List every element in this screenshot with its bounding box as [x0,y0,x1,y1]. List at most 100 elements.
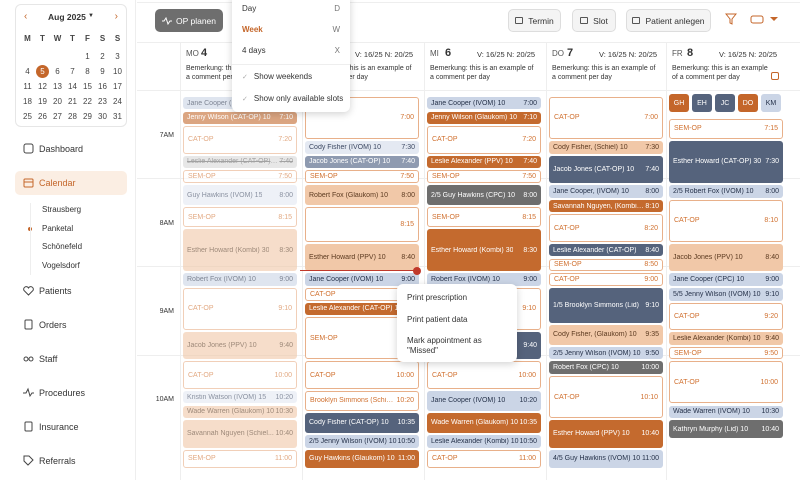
appointment[interactable]: SEM-OP 8:15 [427,207,541,228]
location[interactable]: Vogelsdorf [42,260,80,270]
appointment[interactable]: Jacob Jones (CAT-OP) 10 7:40 [549,155,663,183]
appointment[interactable]: CAT-OP 10:00 [183,361,297,389]
calendar-day[interactable]: 4 [25,67,30,76]
appointment[interactable]: SEM-OP 7:50 [427,170,541,183]
staff-chip[interactable]: GH [669,94,689,112]
appointment[interactable]: 8:15 [305,207,419,242]
filter-icon[interactable] [725,13,737,25]
appointment[interactable]: Jenny Wilson (Glaukom) 10 7:10 [427,111,541,125]
op-plan-button[interactable]: OP planen [155,9,223,32]
calendar-day[interactable]: 29 [83,112,92,121]
nav-item[interactable]: Staff [15,347,127,371]
appointment[interactable]: Esther Howard (PPV) 10 10:40 [549,420,663,448]
appointment[interactable]: 4/5 Guy Hawkins (IVOM) 10 11:00 [549,449,663,468]
appointment[interactable]: CAT-OP 10:00 [669,361,783,404]
appointment[interactable]: CAT-OP 10:00 [427,361,541,389]
calendar-day[interactable]: 1 [85,52,90,61]
month-label[interactable]: Aug 2025 [48,12,86,22]
appointment[interactable]: Savannah Nguyen (Schiel... 10:40 [183,420,297,448]
appointment[interactable]: Jane Cooper (IVOM) 10 7:00 [427,96,541,110]
nav-item[interactable]: Calendar [15,171,127,195]
staff-chip[interactable]: KM [761,94,781,112]
calendar-day[interactable]: 7 [70,67,75,76]
location[interactable]: Strausberg [42,205,82,214]
appointment[interactable]: Jacob Jones (PPV) 10 8:40 [669,243,783,272]
calendar-day[interactable]: 25 [23,112,32,121]
appointment[interactable]: Leslie Alexander (Kombi) 10 10:50 [427,434,541,448]
appointment[interactable]: SEM-OP 7:15 [669,118,783,139]
view-option[interactable]: Week W [242,25,340,37]
appointment[interactable]: Wade Warren (IVOM) 10 10:30 [669,405,783,419]
appointment[interactable]: Robert Fox (CPC) 10 10:00 [549,361,663,375]
appointment[interactable]: SEM-OP 8:15 [183,207,297,228]
nav-item[interactable]: Patients [15,279,127,303]
calendar-day[interactable]: 24 [113,97,122,106]
appointment[interactable]: CAT-OP 9:20 [669,302,783,330]
calendar-day[interactable]: 16 [98,82,107,91]
staff-chip[interactable]: DO [738,94,758,112]
vehicle-icon[interactable] [750,13,780,25]
appointment[interactable]: Jane Cooper (IVOM) 10 10:20 [427,390,541,411]
toolbar-button[interactable]: Patient anlegen [626,9,711,32]
nav-item[interactable]: Referrals [15,449,127,473]
calendar-day[interactable]: 21 [68,97,77,106]
appointment[interactable]: CAT-OP 10:00 [305,361,419,389]
nav-item[interactable]: Insurance [15,415,127,439]
calendar-day[interactable]: 6 [55,67,60,76]
appointment[interactable]: SEM-OP 7:50 [183,170,297,183]
nav-item[interactable]: Procedures [15,381,127,405]
calendar-day[interactable]: 14 [68,82,77,91]
context-menu-item[interactable]: Print prescription [407,293,468,302]
appointment[interactable]: Jenny Wilson (CAT-OP) 10 7:10 [183,111,297,125]
appointment[interactable]: CAT-OP 8:20 [549,214,663,242]
appointment[interactable]: Guy Hawkins (IVOM) 15 8:00 [183,185,297,206]
calendar-day[interactable]: 26 [38,112,47,121]
appointment[interactable]: Robert Fox (IVOM) 10 9:00 [183,273,297,286]
context-menu-item[interactable]: Print patient data [407,314,468,324]
appointment[interactable]: Robert Fox (IVOM) 10 9:00 [427,273,541,286]
calendar-day[interactable]: 15 [83,82,92,91]
appointment[interactable]: Guy Hawkins (Glaukom) 10 11:00 [305,449,419,468]
appointment[interactable]: Cody Fisher (CAT-OP) 10 10:35 [305,412,419,433]
calendar-day[interactable]: 31 [113,112,122,121]
prev-month[interactable]: ‹ [24,11,28,22]
appointment[interactable]: Leslie Alexander (Kombi) 10 9:40 [669,332,783,345]
calendar-day[interactable]: 11 [23,82,32,91]
appointment[interactable]: CAT-OP 7:00 [549,96,663,139]
appointment[interactable]: Savannah Nguyen, (Kombi) 10 8:10 [549,199,663,213]
appointment[interactable]: Wade Warren (Glaukom) 10 10:35 [427,412,541,433]
appointment[interactable]: 2/5 Guy Hawkins (CPC) 10 8:00 [427,185,541,206]
appointment[interactable]: 2/5 Jenny Wilson (IVOM) 10 9:50 [549,346,663,360]
calendar-day[interactable]: 20 [53,97,62,106]
appointment[interactable]: Jane Cooper, (IVOM) 10 8:00 [549,185,663,198]
calendar-day[interactable]: 23 [98,97,107,106]
appointment[interactable]: Wade Warren (Glaukom) 10 10:30 [183,405,297,419]
appointment[interactable]: Esther Howard (PPV) 10 8:40 [305,243,419,272]
calendar-day[interactable]: 10 [113,67,122,76]
calendar-day[interactable]: 17 [113,82,122,91]
appointment[interactable]: Kristin Watson (IVOM) 15 10:20 [183,390,297,404]
appointment[interactable]: CAT-OP 8:10 [669,199,783,242]
appointment[interactable]: SEM-OP 9:50 [669,346,783,360]
appointment[interactable]: CAT-OP 10:10 [549,376,663,419]
appointment[interactable]: Esther Howard (Kombi) 30 8:30 [427,229,541,272]
appointment[interactable]: Leslie Alexander (CAT-OP) 10 [305,302,419,316]
appointment[interactable]: 2/5 Robert Fox (IVOM) 10 8:00 [669,185,783,198]
view-toggle[interactable]: ✓ Show weekends [242,72,312,81]
appointment[interactable]: SEM-OP 7:50 [305,170,419,183]
staff-chip[interactable]: EH [692,94,712,112]
nav-item[interactable]: Dashboard [15,137,127,161]
toolbar-button[interactable]: Termin [508,9,561,32]
appointment[interactable]: CAT-OP 9:10 [183,287,297,330]
appointment[interactable]: Leslie Alexander (PPV) 10 7:40 [427,155,541,169]
appointment[interactable]: SEM-OP 8:50 [549,258,663,272]
next-month[interactable]: › [114,11,118,22]
appointment[interactable]: Esther Howard (Kombi) 30 8:30 [183,229,297,272]
appointment[interactable]: Kathryn Murphy (Lid) 10 10:40 [669,420,783,439]
appointment[interactable]: 1/5 Brooklyn Simmons (Lid) 9:10 [549,287,663,323]
appointment[interactable]: 5/5 Jenny Wilson (IVOM) 10 9:10 [669,287,783,301]
appointment[interactable]: CAT-OP 7:20 [427,126,541,154]
view-option[interactable]: Day D [242,4,340,16]
appointment[interactable]: CAT-OP 9:00 [549,273,663,286]
appointment[interactable]: Cody Fisher, (Schiel) 10 7:30 [549,140,663,154]
